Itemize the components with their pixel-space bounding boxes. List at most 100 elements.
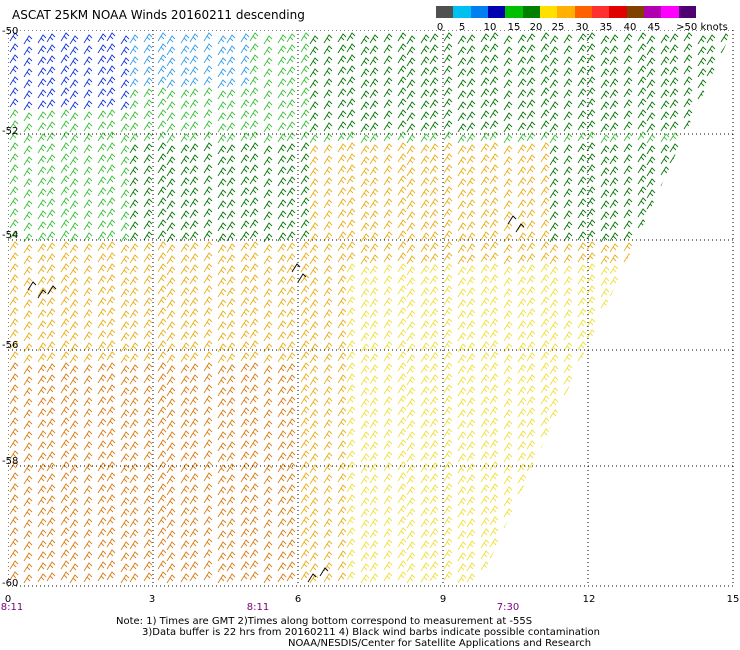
wind-barb bbox=[623, 550, 633, 560]
wind-barb bbox=[60, 384, 70, 394]
wind-barb bbox=[263, 222, 273, 232]
wind-barb bbox=[443, 329, 453, 339]
wind-barb bbox=[60, 65, 70, 75]
wind-barb bbox=[457, 288, 467, 298]
wind-barb bbox=[323, 375, 333, 385]
wind-barb bbox=[443, 340, 453, 350]
wind-barb bbox=[480, 143, 490, 153]
wind-barb bbox=[489, 76, 499, 86]
wind-barb bbox=[226, 144, 236, 154]
wind-barb bbox=[383, 429, 393, 439]
wind-barb bbox=[300, 263, 310, 273]
wind-barb bbox=[46, 264, 56, 274]
wind-barb bbox=[83, 287, 93, 297]
wind-barb bbox=[429, 495, 439, 505]
wind-barb bbox=[323, 45, 333, 55]
wind-barb bbox=[549, 255, 559, 265]
wind-barb bbox=[549, 112, 559, 122]
wind-barb bbox=[466, 265, 476, 275]
wind-barb bbox=[563, 342, 573, 352]
wind-barb bbox=[337, 506, 347, 516]
wind-barb bbox=[180, 199, 190, 209]
wind-barb bbox=[637, 76, 647, 86]
wind-barb bbox=[46, 561, 56, 571]
wind-barb bbox=[309, 431, 319, 441]
wind-barb bbox=[249, 164, 259, 174]
wind-barb bbox=[429, 308, 439, 318]
wind-barb bbox=[406, 420, 416, 430]
wind-barb bbox=[600, 112, 610, 122]
wind-barb bbox=[443, 87, 453, 97]
wind-barb bbox=[720, 198, 728, 208]
wind-barb bbox=[429, 385, 439, 395]
wind-barb bbox=[429, 154, 439, 164]
wind-barb bbox=[143, 143, 153, 153]
wind-barb bbox=[706, 78, 716, 88]
wind-barb bbox=[300, 252, 310, 262]
wind-barb bbox=[480, 407, 490, 417]
wind-barb bbox=[706, 298, 716, 308]
wind-barb bbox=[346, 120, 356, 130]
wind-barb bbox=[383, 330, 393, 340]
wind-barb bbox=[37, 78, 47, 88]
wind-barb bbox=[637, 340, 647, 350]
wind-barb bbox=[466, 100, 476, 110]
wind-barb bbox=[9, 87, 19, 97]
wind-barb bbox=[683, 549, 693, 559]
wind-barb bbox=[157, 373, 167, 383]
wind-barb bbox=[9, 186, 19, 196]
legend-tick: 0 bbox=[436, 22, 444, 33]
wind-barb bbox=[97, 33, 107, 43]
wind-barb bbox=[360, 354, 370, 364]
wind-barb bbox=[360, 145, 370, 155]
wind-barb bbox=[480, 341, 490, 351]
wind-barb bbox=[489, 296, 499, 306]
wind-barb bbox=[383, 132, 393, 142]
wind-barb bbox=[660, 122, 670, 132]
wind-barb bbox=[683, 54, 693, 64]
wind-barb bbox=[97, 385, 107, 395]
wind-barb bbox=[586, 219, 596, 229]
time-label: 8:11 bbox=[246, 602, 270, 613]
wind-barb bbox=[683, 43, 693, 53]
wind-barb bbox=[526, 352, 536, 362]
wind-barb bbox=[697, 409, 707, 419]
wind-barb bbox=[540, 54, 550, 64]
contaminated-wind-barb bbox=[319, 567, 329, 577]
wind-barb bbox=[300, 406, 310, 416]
wind-barb bbox=[69, 409, 79, 419]
wind-barb bbox=[720, 209, 728, 219]
wind-barb bbox=[609, 309, 619, 319]
wind-barb bbox=[563, 573, 573, 583]
wind-barb bbox=[46, 517, 56, 527]
wind-barb bbox=[300, 450, 310, 460]
wind-barb bbox=[9, 197, 19, 207]
wind-barb bbox=[157, 43, 167, 53]
wind-barb bbox=[457, 530, 467, 540]
wind-barb bbox=[217, 453, 227, 463]
wind-barb bbox=[549, 145, 559, 155]
wind-barb bbox=[369, 364, 379, 374]
wind-barb bbox=[369, 188, 379, 198]
wind-barb bbox=[563, 518, 573, 528]
wind-barb bbox=[660, 540, 670, 550]
wind-barb bbox=[586, 54, 596, 64]
wind-barb bbox=[277, 155, 287, 165]
wind-barb bbox=[106, 329, 116, 339]
wind-barb bbox=[69, 552, 79, 562]
wind-barb bbox=[660, 573, 670, 583]
wind-barb bbox=[466, 78, 476, 88]
wind-barb bbox=[157, 549, 167, 559]
wind-barb bbox=[189, 198, 199, 208]
wind-barb bbox=[720, 495, 728, 505]
wind-barb bbox=[406, 46, 416, 56]
wind-barb bbox=[517, 408, 527, 418]
wind-barb bbox=[286, 275, 296, 285]
wind-barb bbox=[623, 187, 633, 197]
wind-barb bbox=[226, 100, 236, 110]
wind-barb bbox=[286, 495, 296, 505]
wind-barb bbox=[157, 472, 167, 482]
wind-barb bbox=[106, 241, 116, 251]
wind-barb bbox=[526, 297, 536, 307]
wind-barb bbox=[337, 187, 347, 197]
